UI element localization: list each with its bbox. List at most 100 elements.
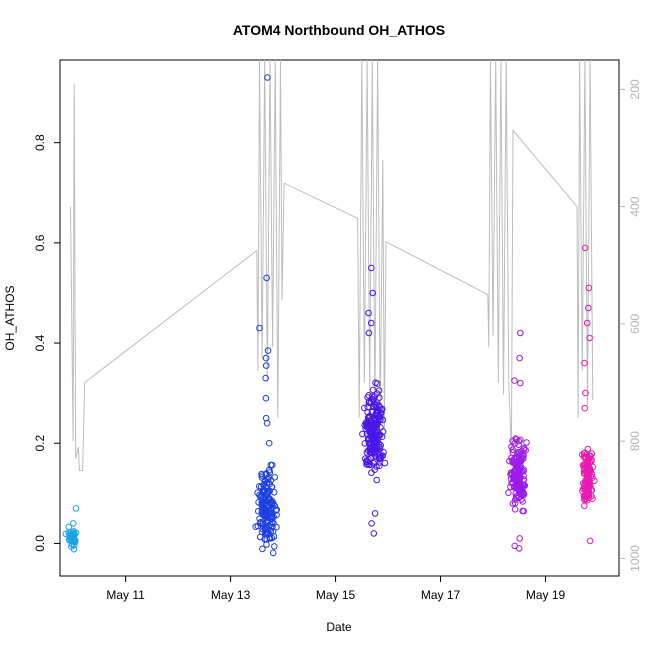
data-point	[262, 362, 270, 369]
data-point	[369, 393, 376, 400]
data-point	[368, 264, 375, 272]
x-tick-label: May 13	[211, 588, 251, 602]
data-point	[377, 424, 384, 431]
data-point	[372, 448, 380, 456]
data-point	[365, 439, 373, 447]
y2-tick-label: 800	[628, 431, 642, 451]
data-point	[520, 507, 528, 515]
data-point	[271, 474, 279, 481]
data-point	[368, 445, 376, 452]
x-tick-label: May 19	[526, 588, 566, 602]
data-point	[583, 491, 590, 499]
x-tick-label: May 17	[421, 588, 461, 602]
data-point	[71, 541, 78, 549]
data-point	[256, 533, 264, 541]
data-point	[260, 480, 268, 488]
data-point	[588, 456, 595, 464]
data-point	[261, 529, 269, 537]
data-point	[511, 377, 518, 384]
data-point	[262, 394, 270, 402]
data-point	[582, 389, 589, 397]
data-point	[512, 460, 519, 468]
y-tick-label: 0.0	[33, 535, 47, 552]
data-point	[67, 531, 75, 538]
data-point	[515, 480, 523, 487]
data-point	[508, 479, 516, 487]
data-point	[523, 439, 530, 446]
data-point	[583, 469, 590, 476]
data-point	[583, 319, 591, 327]
data-point	[365, 392, 372, 399]
data-point	[70, 545, 78, 553]
data-point	[516, 535, 524, 542]
data-point	[509, 500, 517, 507]
data-point	[262, 374, 269, 382]
data-point	[366, 412, 373, 420]
data-point	[587, 472, 595, 480]
data-point	[272, 507, 280, 514]
data-point	[585, 304, 592, 312]
data-point	[371, 393, 379, 400]
data-point	[374, 412, 381, 419]
y-tick-label: 0.2	[33, 435, 47, 452]
data-point	[372, 379, 379, 387]
series-3	[359, 264, 389, 537]
data-point	[371, 510, 379, 517]
data-point	[581, 244, 589, 252]
data-point	[366, 398, 373, 405]
data-point	[268, 502, 276, 509]
data-point	[584, 459, 591, 467]
scatter-points-layer	[62, 74, 598, 557]
data-point	[364, 414, 372, 421]
data-point	[520, 452, 527, 460]
data-point	[365, 309, 372, 317]
data-point	[368, 469, 375, 477]
data-point	[70, 538, 78, 546]
data-point	[584, 462, 592, 470]
data-point	[359, 430, 366, 438]
data-point	[368, 520, 375, 527]
data-point	[262, 470, 270, 478]
data-point	[373, 401, 380, 408]
data-point	[370, 530, 378, 537]
series-2	[252, 74, 281, 557]
secondary-y-axis: 200 400 600 800 1000	[619, 79, 642, 572]
y2-tick-label: 1000	[628, 545, 642, 572]
data-point	[265, 439, 273, 447]
series-5	[578, 244, 598, 545]
data-point	[522, 447, 530, 454]
series-1	[62, 505, 80, 553]
x-axis-label: Date	[326, 620, 352, 634]
data-point	[516, 354, 523, 362]
data-point	[375, 440, 383, 448]
data-point	[369, 289, 377, 297]
data-point	[364, 422, 372, 430]
data-point	[511, 440, 519, 447]
data-point	[517, 457, 524, 465]
data-point	[361, 440, 369, 447]
chart-title: ATOM4 Northbound OH_ATHOS	[233, 22, 445, 38]
data-point	[591, 477, 598, 485]
data-point	[377, 454, 385, 462]
data-point	[511, 473, 518, 481]
data-point	[252, 523, 259, 531]
y2-tick-label: 400	[628, 196, 642, 216]
data-point	[268, 461, 276, 469]
data-point	[517, 329, 524, 337]
data-point	[587, 452, 594, 460]
data-point	[586, 482, 593, 490]
data-point	[264, 347, 272, 354]
data-point	[579, 487, 586, 495]
data-point	[365, 329, 373, 337]
data-point	[260, 511, 267, 519]
data-point	[368, 421, 376, 429]
y-axis: 0.0 0.2 0.4 0.6 0.8	[33, 134, 60, 552]
data-point	[513, 436, 520, 443]
y-tick-label: 0.8	[33, 134, 47, 151]
data-point	[583, 451, 590, 458]
data-point	[515, 545, 523, 552]
data-point	[70, 520, 77, 527]
data-point	[256, 515, 263, 523]
y2-tick-label: 600	[628, 314, 642, 334]
data-point	[373, 463, 380, 470]
